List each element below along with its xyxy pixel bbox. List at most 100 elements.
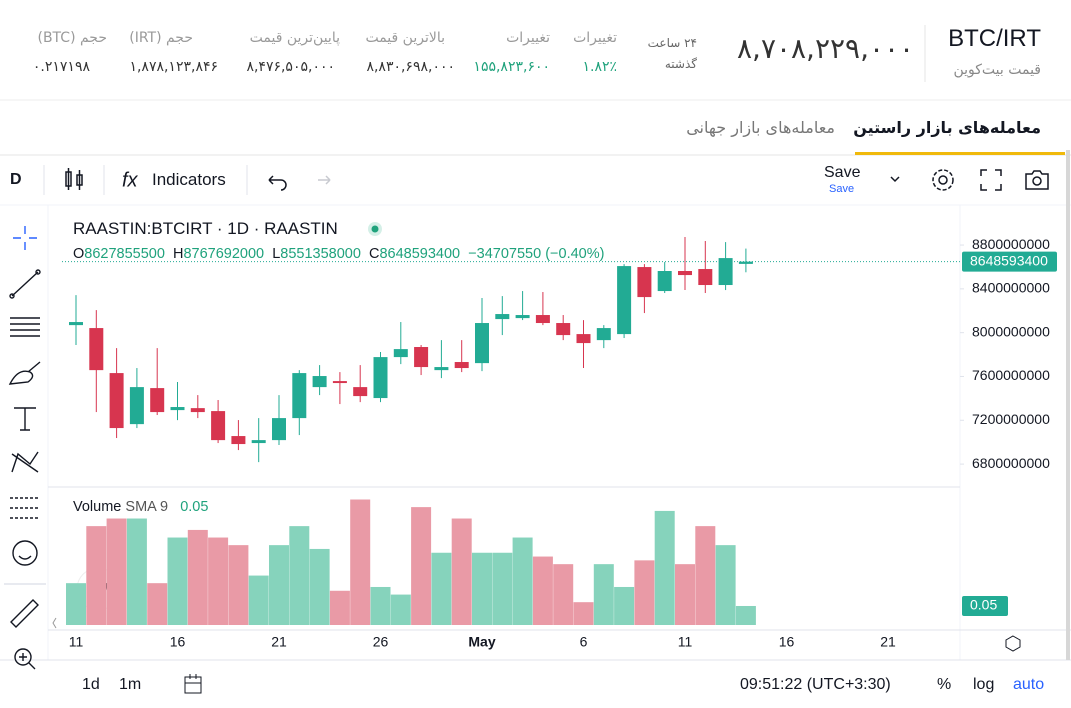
stat-value: ۸,۴۷۶,۵۰۵,۰۰۰ bbox=[246, 59, 335, 75]
stat-label: تغییرات bbox=[506, 30, 550, 46]
stat-value: ۱.۸۲٪ bbox=[582, 59, 617, 75]
volume-bar bbox=[675, 564, 695, 625]
y-tick-label: 8400000000 bbox=[972, 280, 1050, 296]
candle-body bbox=[576, 334, 591, 344]
range-button[interactable]: 1m bbox=[119, 676, 142, 693]
legend-change: −34707550 (−0.40%) bbox=[468, 246, 605, 262]
candle-body bbox=[535, 315, 550, 324]
legend-letter: O bbox=[73, 246, 85, 262]
sma-value: 0.05 bbox=[180, 499, 209, 515]
candle-body bbox=[495, 314, 510, 320]
indicators[interactable]: Indicators bbox=[152, 170, 226, 189]
legend-open: 8627855500 bbox=[84, 246, 165, 262]
volume-bar bbox=[228, 545, 249, 625]
brush-tool[interactable] bbox=[8, 361, 41, 385]
volume-bar bbox=[187, 529, 208, 625]
volume-bar bbox=[614, 586, 635, 625]
active-tab-underline bbox=[855, 152, 1065, 155]
pattern-tool[interactable] bbox=[11, 451, 39, 473]
redo-icon[interactable] bbox=[318, 175, 331, 185]
zoom-tool[interactable] bbox=[14, 648, 32, 666]
interval[interactable]: D bbox=[10, 171, 22, 188]
volume-bar bbox=[309, 548, 330, 625]
ruler-tool[interactable] bbox=[10, 599, 39, 628]
volume-bar bbox=[715, 545, 736, 625]
scroll-left[interactable] bbox=[52, 617, 57, 629]
tab[interactable]: معامله‌های بازار جهانی bbox=[686, 118, 835, 137]
volume-bar bbox=[532, 556, 553, 625]
pair: BTC/IRT bbox=[948, 25, 1041, 52]
candle-body bbox=[69, 322, 83, 326]
candle-body bbox=[211, 411, 226, 441]
x-tick-label: May bbox=[468, 634, 495, 650]
legend-high: 8767692000 bbox=[183, 246, 265, 262]
y-tick-label: 8000000000 bbox=[972, 323, 1050, 339]
stat-label: تغییرات bbox=[573, 30, 617, 46]
fullscreen-icon[interactable] bbox=[980, 169, 1002, 191]
volume-bar bbox=[431, 552, 452, 625]
x-tick-label: 6 bbox=[580, 634, 588, 650]
fx-icon[interactable]: fx bbox=[122, 169, 139, 191]
sma-badge-label: 0.05 bbox=[970, 597, 997, 613]
auto-toggle[interactable]: auto bbox=[1013, 676, 1045, 693]
stat-value: ۱,۸۷۸,۱۲۳,۸۴۶ bbox=[129, 59, 218, 75]
volume-bar bbox=[147, 583, 168, 625]
candle-body bbox=[637, 267, 652, 298]
legend-letter: H bbox=[173, 246, 184, 262]
x-tick-label: 21 bbox=[271, 634, 287, 650]
ohlc-legend: O8627855500 H8767692000 L8551358000 C864… bbox=[73, 246, 604, 262]
y-tick-label: 7600000000 bbox=[972, 367, 1050, 383]
period: ۲۴ ساعت bbox=[647, 36, 697, 50]
legend-close: 8648593400 bbox=[379, 246, 461, 262]
legend-low: 8551358000 bbox=[280, 246, 361, 262]
x-tick-label: 26 bbox=[373, 634, 389, 650]
percent-toggle[interactable]: % bbox=[937, 676, 952, 693]
candle-body bbox=[272, 418, 286, 441]
save[interactable]: Save bbox=[824, 164, 861, 181]
candle-body bbox=[434, 367, 449, 371]
emoji-tool[interactable] bbox=[12, 540, 38, 566]
volume-bar bbox=[350, 499, 371, 625]
axis-settings[interactable] bbox=[1005, 635, 1021, 652]
crosshair-tool[interactable] bbox=[13, 226, 37, 250]
volume-bar bbox=[289, 526, 310, 625]
volume-bar bbox=[654, 510, 675, 625]
volume-bar bbox=[126, 518, 147, 625]
volume-bar bbox=[451, 518, 472, 625]
candle-body bbox=[657, 271, 672, 292]
volume-bar bbox=[248, 575, 269, 625]
log-toggle[interactable]: log bbox=[973, 676, 995, 693]
volume-bar bbox=[634, 560, 655, 625]
candle-body bbox=[150, 388, 165, 413]
candles-icon[interactable] bbox=[65, 168, 83, 190]
volume-bar bbox=[370, 586, 391, 625]
candle-body bbox=[231, 436, 246, 445]
screenshot-icon[interactable] bbox=[1025, 170, 1049, 190]
candle-body bbox=[698, 269, 713, 286]
legend-letter: L bbox=[272, 246, 281, 262]
candle-body bbox=[414, 347, 429, 368]
tab-active[interactable]: معامله‌های بازار راستین bbox=[853, 118, 1041, 137]
range-button[interactable]: 1d bbox=[82, 676, 100, 693]
save-dropdown[interactable] bbox=[890, 176, 900, 183]
fib-tool[interactable] bbox=[10, 317, 40, 337]
pair-subtitle: قیمت بیت‌کوین bbox=[953, 62, 1041, 78]
stat-label: حجم (IRT) bbox=[129, 30, 193, 46]
volume-bar bbox=[735, 605, 756, 625]
undo-icon[interactable] bbox=[268, 175, 287, 191]
trendline-tool[interactable] bbox=[11, 271, 39, 297]
candle-body bbox=[738, 261, 753, 264]
volume-bar bbox=[411, 507, 432, 625]
stat-label: پایین‌ترین قیمت bbox=[249, 30, 340, 46]
candle-body bbox=[475, 323, 489, 364]
settings-icon[interactable] bbox=[938, 175, 948, 185]
volume-bar bbox=[269, 545, 289, 625]
candle-body bbox=[353, 387, 368, 397]
date-range-icon[interactable] bbox=[184, 674, 202, 694]
text-tool[interactable] bbox=[14, 407, 36, 431]
volume-bar bbox=[329, 590, 350, 625]
volume-legend: Volume SMA 9 0.05 bbox=[73, 499, 208, 515]
volume-bar bbox=[390, 594, 411, 625]
candle-body bbox=[190, 408, 205, 413]
prediction-tool[interactable] bbox=[10, 497, 38, 519]
